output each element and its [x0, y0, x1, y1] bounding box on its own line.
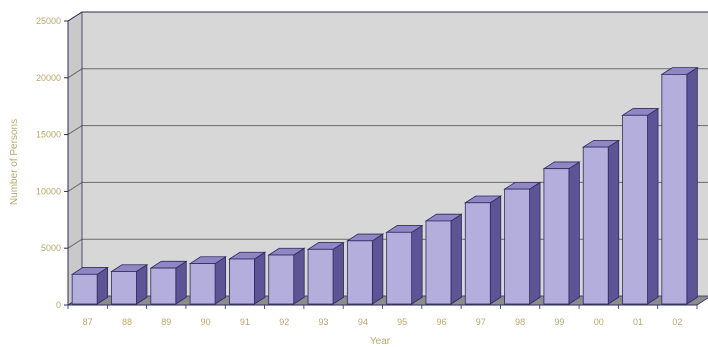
- bar-01: [621, 107, 660, 305]
- x-tick-label: 01: [633, 317, 643, 327]
- x-axis-title: Year: [370, 336, 391, 347]
- x-tick-label: 95: [397, 317, 407, 327]
- bar-97: [463, 195, 503, 305]
- bar-side: [647, 107, 659, 305]
- bar-92: [267, 247, 306, 305]
- x-tick-label: 91: [240, 317, 250, 327]
- gridline-side: [67, 68, 83, 79]
- bar-91: [228, 251, 267, 305]
- bar-side: [371, 233, 384, 305]
- bar-front: [661, 73, 688, 305]
- bar-front: [504, 188, 530, 305]
- bar-96: [424, 213, 463, 305]
- bar-front: [150, 267, 177, 305]
- axes: [64, 11, 708, 309]
- bar-side: [607, 139, 620, 305]
- bar-front: [268, 254, 295, 305]
- y-tick-label: 5000: [41, 243, 61, 253]
- bar-front: [582, 146, 609, 305]
- bar-side: [293, 247, 305, 305]
- bar-side: [254, 251, 266, 305]
- x-tick-label: 02: [672, 317, 682, 327]
- x-tick-label: 98: [515, 317, 525, 327]
- y-tick-label: 20000: [36, 73, 61, 83]
- x-tick-label: 88: [122, 317, 132, 327]
- bar-02: [660, 66, 699, 305]
- x-tick-label: 93: [319, 317, 329, 327]
- x-tick-label: 89: [161, 317, 171, 327]
- x-tick-label: 87: [83, 317, 93, 327]
- bar-front: [346, 240, 373, 305]
- y-tick-label: 10000: [36, 186, 61, 196]
- bar-front: [307, 248, 334, 305]
- bar-front: [464, 202, 491, 305]
- x-tick-label: 90: [201, 317, 211, 327]
- bar-88: [110, 264, 149, 305]
- gridline-side: [67, 181, 83, 192]
- x-tick-label: 99: [554, 317, 564, 327]
- y-axis-title: Number of Persons: [9, 119, 20, 205]
- bar-side: [411, 224, 423, 305]
- bar-side: [568, 161, 580, 305]
- bar-side: [214, 256, 226, 305]
- bars: [70, 66, 699, 305]
- y-tick-label: 25000: [36, 16, 61, 26]
- x-tick-labels: 87 88 89 90 91 92 93 94 95 96 97 98 99 00 01 02: [83, 317, 683, 327]
- y-tick-label: 0: [56, 300, 61, 310]
- bar-front: [71, 273, 98, 305]
- bar-front: [543, 168, 570, 305]
- x-tick-label: 92: [279, 317, 289, 327]
- bar-front: [622, 114, 648, 305]
- bar-side: [686, 66, 698, 305]
- bar-side: [450, 213, 462, 305]
- bar-98: [503, 181, 542, 305]
- bar-front: [189, 263, 216, 305]
- bar-95: [385, 224, 424, 305]
- x-tick-label: 94: [358, 317, 368, 327]
- bar-99: [542, 161, 581, 305]
- x-tick-label: 97: [476, 317, 486, 327]
- wall-top-edge: [67, 11, 83, 22]
- bar-89: [149, 260, 188, 305]
- gridline-side: [67, 238, 83, 249]
- bar-93: [306, 241, 345, 305]
- x-tick-label: 96: [436, 317, 446, 327]
- bar-front: [229, 258, 255, 305]
- x-tick-label: 00: [594, 317, 604, 327]
- bar-side: [489, 195, 502, 305]
- bar-94: [345, 233, 385, 305]
- bar-90: [188, 256, 227, 305]
- gridline-side: [67, 125, 83, 136]
- bar-side: [332, 241, 344, 305]
- bar-side: [529, 181, 541, 305]
- side-wall: [68, 12, 82, 305]
- bar-front: [425, 220, 452, 305]
- bar-front: [386, 231, 413, 305]
- bar-side: [175, 260, 187, 305]
- y-tick-label: 15000: [36, 130, 61, 140]
- y-tick-labels: 0 5000 10000 15000 20000 25000: [36, 16, 61, 310]
- bar-front: [111, 271, 137, 305]
- bar-87: [70, 266, 110, 305]
- bar-00: [581, 139, 621, 305]
